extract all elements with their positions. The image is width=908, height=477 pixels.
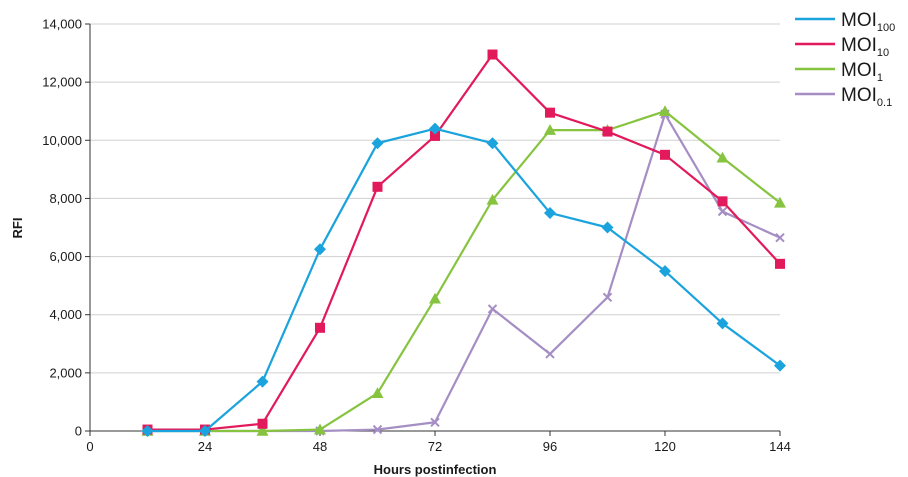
data-point-diamond: [774, 359, 786, 372]
legend-label: MOI100: [841, 10, 895, 34]
data-point-diamond: [486, 137, 499, 150]
x-tick-label: 144: [769, 439, 791, 454]
data-series: [141, 49, 786, 437]
legend-label-subscript: 100: [877, 22, 895, 34]
data-point-triangle: [544, 124, 556, 135]
series-moi10: [142, 49, 785, 435]
legend-label: MOI10: [841, 35, 889, 59]
data-point-diamond: [314, 243, 326, 256]
data-point-square: [660, 149, 670, 160]
y-axis-title: RFI: [10, 218, 25, 239]
data-point-diamond: [141, 425, 154, 437]
gridlines: [90, 23, 780, 374]
data-point-x-stroke: [430, 417, 440, 427]
y-tick-label: 4,000: [49, 307, 82, 322]
data-point-x: [430, 417, 440, 427]
y-tick-label: 2,000: [49, 365, 82, 380]
x-tick-label: 120: [654, 439, 676, 454]
data-point-x-stroke: [487, 304, 498, 314]
data-point-diamond: [544, 206, 556, 219]
axes: 0 2,000 4,000 6,000 8,000 10,000 12,000 14,000 0…: [42, 17, 791, 455]
legend-label-subscript: 1: [877, 72, 883, 84]
data-point-x: [775, 232, 785, 243]
data-point-triangle: [716, 151, 729, 163]
legend-label: MOI0.1: [841, 85, 892, 109]
data-point-square: [487, 49, 498, 60]
data-point-square: [717, 196, 728, 207]
legend-item: MOI0.1: [795, 85, 892, 109]
y-tick-label: 10,000: [42, 133, 82, 148]
data-point-diamond: [371, 137, 384, 150]
series-moi0-1: [142, 109, 785, 436]
data-point-triangle: [486, 193, 499, 205]
x-tick-label: 24: [198, 439, 212, 454]
data-point-triangle: [659, 105, 671, 117]
data-point-x-stroke: [717, 206, 728, 217]
data-point-x-stroke: [372, 424, 383, 435]
legend-item: MOI1: [795, 60, 883, 84]
x-tick-label: 0: [86, 439, 93, 454]
data-point-triangle: [371, 387, 384, 399]
series-line: [147, 127, 781, 433]
data-point-diamond: [659, 265, 671, 278]
data-point-x: [372, 424, 383, 435]
data-point-x: [602, 292, 613, 302]
y-tick-label: 6,000: [49, 249, 82, 264]
data-point-triangle: [314, 423, 326, 435]
data-point-x-stroke: [545, 349, 555, 359]
data-point-square: [315, 322, 325, 333]
data-point-x: [545, 349, 555, 359]
data-point-diamond: [199, 425, 211, 437]
series-moi100: [141, 122, 786, 437]
x-tick-label: 96: [543, 439, 557, 454]
legend-label: MOI1: [841, 60, 883, 84]
data-point-square: [372, 181, 383, 192]
data-point-triangle: [256, 425, 269, 436]
data-point-triangle: [429, 292, 441, 304]
data-point-x-stroke: [602, 292, 613, 302]
y-tick-label: 14,000: [42, 17, 82, 32]
legend-label-subscript: 0.1: [877, 97, 892, 109]
y-tick-label: 8,000: [49, 191, 82, 206]
series-line: [147, 53, 781, 431]
legend-label-main: MOI: [841, 10, 877, 31]
legend-label-main: MOI: [841, 60, 877, 81]
data-point-diamond: [429, 122, 441, 135]
data-point-x-stroke: [775, 232, 785, 243]
y-tick-label: 0: [75, 424, 82, 439]
legend-item: MOI10: [795, 35, 889, 59]
legend-label-main: MOI: [841, 85, 877, 106]
x-tick-label: 48: [313, 439, 327, 454]
data-point-diamond: [716, 317, 729, 330]
data-point-square: [545, 107, 555, 118]
data-point-diamond: [256, 375, 269, 388]
legend-label-main: MOI: [841, 35, 877, 56]
data-point-square: [430, 130, 440, 141]
data-point-x: [717, 206, 728, 217]
legend-item: MOI100: [795, 10, 895, 34]
data-point-triangle: [774, 196, 786, 208]
legend-label-subscript: 10: [877, 47, 889, 59]
series-line: [147, 113, 781, 433]
data-point-square: [257, 418, 268, 429]
series-line: [147, 110, 781, 433]
x-tick-label: 72: [428, 439, 442, 454]
data-point-square: [775, 258, 785, 269]
data-point-x: [487, 304, 498, 314]
x-axis-title: Hours postinfection: [374, 462, 497, 477]
y-tick-label: 12,000: [42, 75, 82, 90]
data-point-square: [602, 126, 613, 137]
data-point-diamond: [601, 221, 614, 234]
